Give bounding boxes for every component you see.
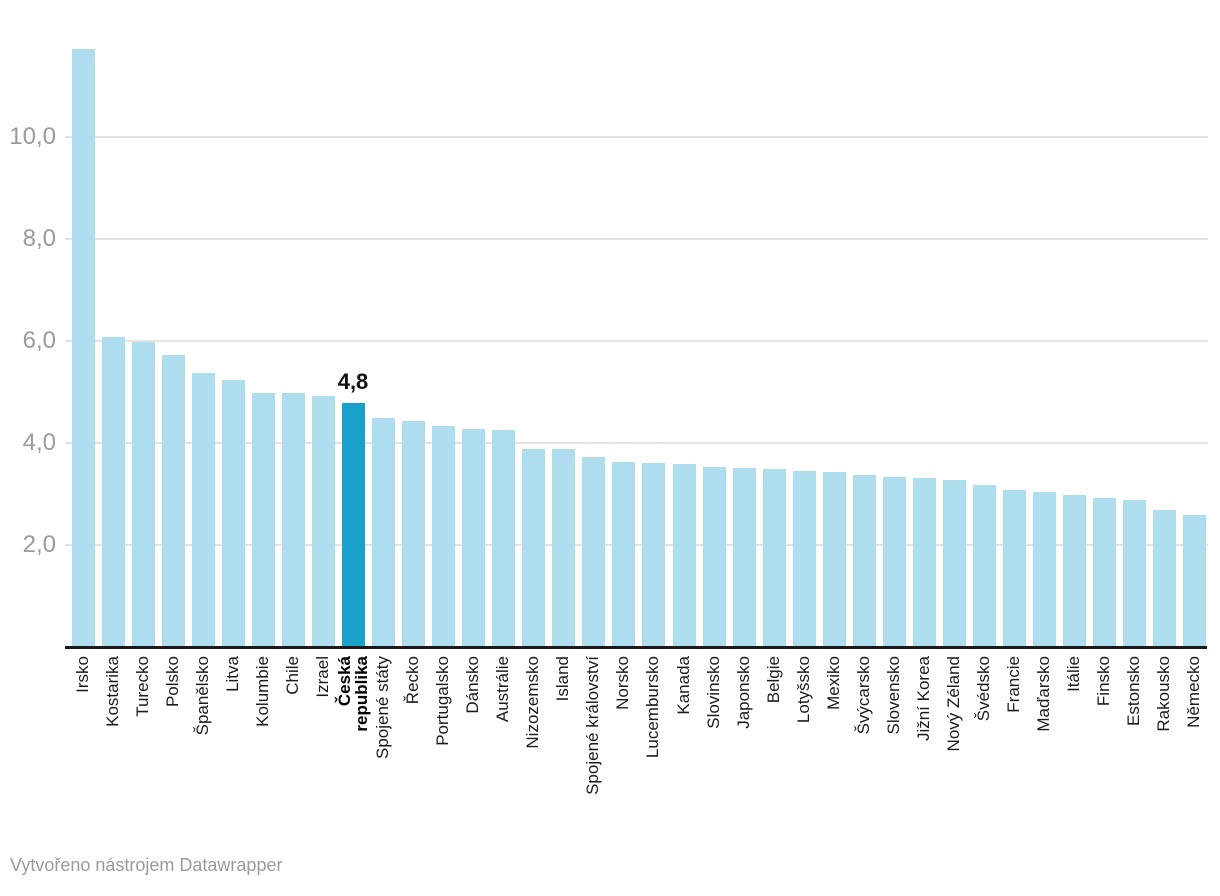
x-axis-label: Německo bbox=[1184, 656, 1204, 728]
gridline bbox=[65, 136, 1208, 138]
bar-portugalsko[interactable] bbox=[432, 426, 455, 648]
bar-spojene-staty[interactable] bbox=[372, 418, 395, 648]
bar-svycarsko[interactable] bbox=[853, 475, 876, 648]
bar-kanada[interactable] bbox=[673, 464, 696, 648]
bar-polsko[interactable] bbox=[162, 355, 185, 648]
gridline bbox=[65, 442, 1208, 444]
y-axis-tick-label: 6,0 bbox=[22, 327, 56, 354]
bar-japonsko[interactable] bbox=[733, 468, 756, 648]
value-label: 4,8 bbox=[337, 369, 369, 394]
bar-italie[interactable] bbox=[1063, 495, 1086, 648]
bar-chile[interactable] bbox=[282, 393, 305, 648]
bar-nizozemsko[interactable] bbox=[522, 449, 545, 648]
gridline bbox=[65, 340, 1208, 342]
bar-kolumbie[interactable] bbox=[252, 393, 275, 648]
bar-svedsko[interactable] bbox=[973, 485, 996, 648]
bar-norsko[interactable] bbox=[612, 462, 635, 648]
gridline bbox=[65, 238, 1208, 240]
bar-nemecko[interactable] bbox=[1183, 515, 1206, 648]
bar-madarsko[interactable] bbox=[1033, 492, 1056, 648]
y-axis-tick-label: 8,0 bbox=[22, 225, 56, 252]
bar-ceska-republika[interactable] bbox=[342, 403, 365, 648]
y-axis-tick-label: 10,0 bbox=[9, 123, 56, 150]
bar-irsko[interactable] bbox=[72, 49, 95, 648]
x-axis-line bbox=[65, 646, 1207, 649]
bar-mexiko[interactable] bbox=[823, 472, 846, 648]
bar-litva[interactable] bbox=[222, 380, 245, 648]
bar-novy-zeland[interactable] bbox=[943, 480, 966, 648]
bar-lucembursko[interactable] bbox=[642, 463, 665, 648]
bar-slovensko[interactable] bbox=[883, 477, 906, 648]
bar-turecko[interactable] bbox=[132, 342, 155, 648]
bar-spojene-kralovstvi[interactable] bbox=[582, 457, 605, 648]
gridline bbox=[65, 544, 1208, 546]
bar-belgie[interactable] bbox=[763, 469, 786, 648]
bar-kostarika[interactable] bbox=[102, 337, 125, 648]
bar-spanelsko[interactable] bbox=[192, 373, 215, 648]
attribution-text: Vytvořeno nástrojem Datawrapper bbox=[10, 855, 283, 875]
bar-slovinsko[interactable] bbox=[703, 467, 726, 648]
bar-dansko[interactable] bbox=[462, 429, 485, 648]
y-axis-tick-label: 4,0 bbox=[22, 429, 56, 456]
bar-rakousko[interactable] bbox=[1153, 510, 1176, 648]
bar-recko[interactable] bbox=[402, 421, 425, 648]
bar-jizni-korea[interactable] bbox=[913, 478, 936, 648]
bar-island[interactable] bbox=[552, 449, 575, 648]
bar-australie[interactable] bbox=[492, 430, 515, 648]
bar-finsko[interactable] bbox=[1093, 498, 1116, 648]
y-axis-tick-label: 2,0 bbox=[22, 531, 56, 558]
bar-francie[interactable] bbox=[1003, 490, 1026, 648]
bar-estonsko[interactable] bbox=[1123, 500, 1146, 648]
bar-lotyssko[interactable] bbox=[793, 471, 816, 648]
bar-izrael[interactable] bbox=[312, 396, 335, 648]
